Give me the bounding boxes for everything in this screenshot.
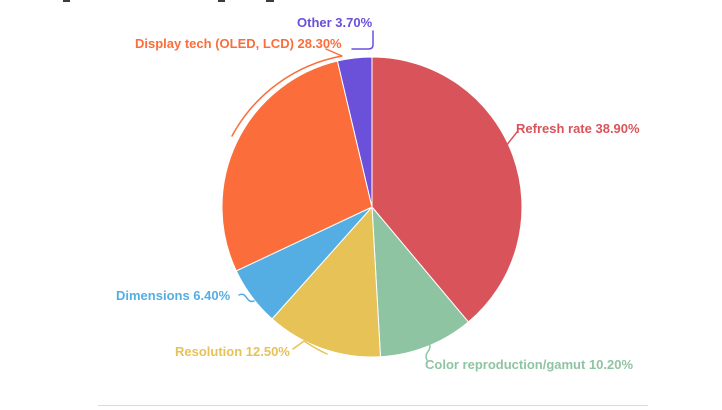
pie-slice-refresh-rate[interactable] — [371, 56, 523, 323]
label-connector-other — [351, 30, 374, 50]
bottom-divider — [98, 405, 648, 406]
pie-slices — [221, 56, 523, 358]
slice-label-resolution: Resolution 12.50% — [175, 344, 290, 359]
cropped-text-fragment — [218, 0, 225, 2]
label-connector-refresh-rate — [504, 131, 518, 158]
cropped-text-fragment — [266, 0, 274, 2]
slice-label-color-reproduction: Color reproduction/gamut 10.20% — [425, 357, 634, 372]
cropped-text-fragment — [63, 0, 70, 2]
pie-slice-display-tech-oled-lcd[interactable] — [221, 60, 373, 272]
pie-slice-resolution[interactable] — [271, 205, 382, 358]
slice-label-display-tech: Display tech (OLED, LCD) 28.30% — [135, 36, 342, 51]
label-connector-color-reproduction — [425, 342, 431, 361]
pie-slice-color-reproduction-gamut[interactable] — [371, 205, 470, 358]
label-connector-display-tech — [231, 48, 343, 137]
pie-slice-other[interactable] — [336, 56, 373, 208]
slice-label-other: Other 3.70% — [297, 15, 373, 30]
label-connector-resolution — [292, 340, 328, 355]
slice-label-refresh-rate: Refresh rate 38.90% — [516, 121, 640, 136]
slice-label-dimensions: Dimensions 6.40% — [116, 288, 231, 303]
label-connector-dimensions — [238, 293, 255, 303]
